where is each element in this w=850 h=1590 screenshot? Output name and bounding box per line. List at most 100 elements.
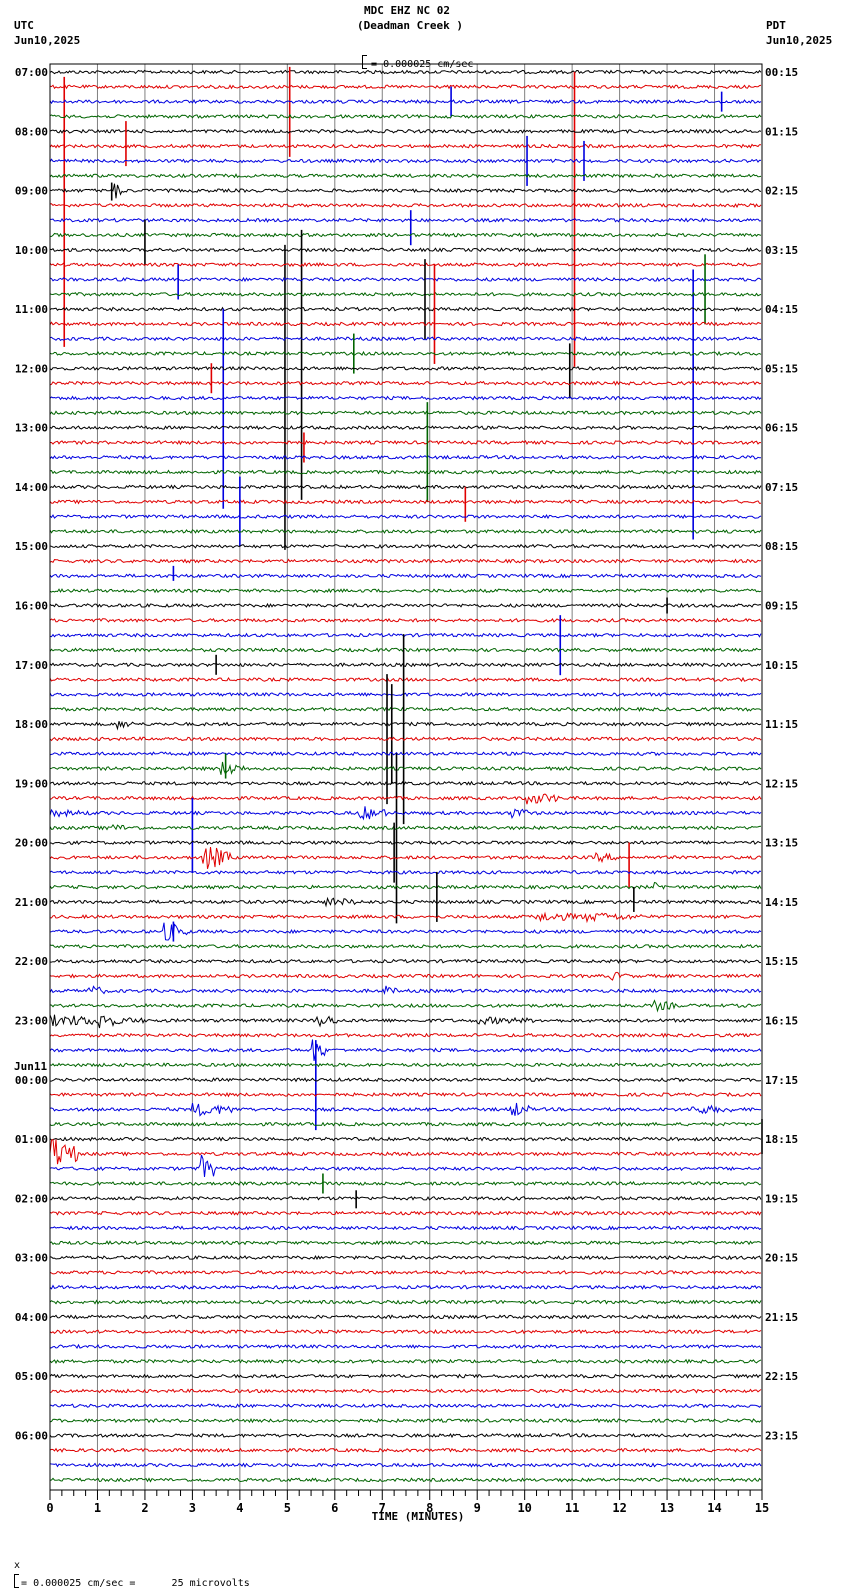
seismic-trace <box>49 691 762 698</box>
seismic-trace <box>49 217 762 223</box>
seismic-trace <box>49 183 762 199</box>
pdt-time-label: 20:15 <box>765 1252 798 1265</box>
utc-hour-label: 21:00 <box>15 896 48 909</box>
seismic-trace <box>49 573 762 579</box>
seismic-trace <box>49 958 762 964</box>
pdt-time-label: 16:15 <box>765 1014 798 1027</box>
utc-hour-label: 07:00 <box>15 66 48 79</box>
right-date: Jun10,2025 <box>766 34 833 47</box>
utc-hour-label: 11:00 <box>15 303 48 316</box>
station-title: MDC EHZ NC 02 <box>363 4 451 17</box>
x-tick-label: 11 <box>565 1501 579 1515</box>
seismic-trace <box>49 780 762 786</box>
seismic-trace <box>49 484 762 490</box>
seismic-trace <box>49 1180 762 1186</box>
seismic-trace <box>49 1462 762 1468</box>
seismic-trace <box>49 158 762 164</box>
seismic-trace <box>49 1284 762 1290</box>
seismic-trace <box>49 1136 762 1142</box>
seismic-trace <box>49 1102 762 1117</box>
seismic-trace <box>49 840 762 846</box>
seismic-trace <box>49 1062 762 1068</box>
footer-scale-prefix: x <box>14 1560 21 1571</box>
seismic-trace <box>50 439 762 446</box>
seismic-trace <box>49 1417 762 1424</box>
seismic-trace <box>49 173 762 179</box>
seismic-trace <box>49 1138 762 1165</box>
pdt-time-label: 19:15 <box>765 1192 798 1205</box>
pdt-time-label: 04:15 <box>765 303 798 316</box>
seismic-trace <box>49 943 762 949</box>
seismic-trace <box>49 1314 762 1320</box>
utc-hour-label: 16:00 <box>15 600 48 613</box>
utc-hour-label: 14:00 <box>15 481 48 494</box>
pdt-time-label: 05:15 <box>765 362 798 375</box>
seismic-trace <box>49 543 762 549</box>
utc-hour-label: 06:00 <box>15 1429 48 1442</box>
seismic-trace <box>49 380 762 386</box>
utc-hour-label: 15:00 <box>15 540 48 553</box>
pdt-time-label: 06:15 <box>765 422 798 435</box>
seismic-trace <box>49 395 762 401</box>
x-tick-label: 9 <box>474 1501 481 1515</box>
seismic-trace <box>49 647 762 654</box>
pdt-time-label: 10:15 <box>765 659 798 672</box>
seismic-trace <box>49 247 762 253</box>
seismic-trace <box>49 881 762 890</box>
seismic-trace <box>49 751 762 757</box>
utc-hour-label: 17:00 <box>15 659 48 672</box>
date-change-label: Jun11 <box>14 1060 47 1073</box>
pdt-time-label: 02:15 <box>765 185 798 198</box>
seismic-trace <box>49 1225 762 1231</box>
seismic-trace <box>49 706 762 712</box>
utc-hour-label: 10:00 <box>15 244 48 257</box>
seismic-trace <box>49 276 762 283</box>
footer-scale-note: x = 0.000025 cm/sec = 25 microvolts <box>2 1546 250 1590</box>
utc-hour-label: 08:00 <box>15 125 48 138</box>
utc-hour-label: 12:00 <box>15 362 48 375</box>
utc-hour-label: 20:00 <box>15 837 48 850</box>
plot-frame <box>49 63 763 1491</box>
seismic-trace <box>49 985 762 996</box>
seismic-trace <box>49 291 762 297</box>
pdt-time-label: 15:15 <box>765 955 798 968</box>
seismic-trace <box>49 454 761 461</box>
x-tick-label: 12 <box>612 1501 626 1515</box>
utc-hour-label: 13:00 <box>15 422 48 435</box>
seismic-trace <box>49 922 762 941</box>
pdt-time-label: 08:15 <box>765 540 798 553</box>
seismic-trace <box>49 632 762 638</box>
seismic-trace <box>49 1077 762 1083</box>
seismic-trace <box>49 202 762 209</box>
station-location: (Deadman Creek ) <box>357 19 463 32</box>
seismic-trace <box>49 528 762 534</box>
seismic-trace <box>49 1240 762 1246</box>
pdt-time-label: 03:15 <box>765 244 798 257</box>
seismic-trace <box>49 1254 762 1261</box>
pdt-time-label: 01:15 <box>765 125 798 138</box>
seismic-trace <box>49 410 762 417</box>
seismic-trace <box>49 806 762 821</box>
x-tick-label: 6 <box>331 1501 338 1515</box>
x-tick-label: 8 <box>426 1501 433 1515</box>
seismic-trace <box>49 98 762 105</box>
seismic-trace <box>49 720 762 731</box>
seismic-trace <box>49 846 762 870</box>
seismic-trace <box>49 999 762 1013</box>
seismic-trace <box>49 350 762 357</box>
seismic-trace <box>49 1210 762 1216</box>
seismic-trace <box>49 1373 762 1379</box>
seismic-trace <box>49 793 762 805</box>
seismic-trace <box>49 84 762 90</box>
seismic-trace <box>49 761 762 776</box>
footer-scale-bar-icon <box>14 1574 20 1588</box>
seismic-trace <box>49 1328 762 1335</box>
scale-bar-icon <box>362 55 368 69</box>
x-tick-label: 7 <box>379 1501 386 1515</box>
utc-hour-label: 02:00 <box>15 1192 48 1205</box>
pdt-time-label: 00:15 <box>765 66 798 79</box>
seismic-trace <box>49 336 762 342</box>
seismic-trace <box>49 143 761 150</box>
utc-hour-label: 01:00 <box>15 1133 48 1146</box>
